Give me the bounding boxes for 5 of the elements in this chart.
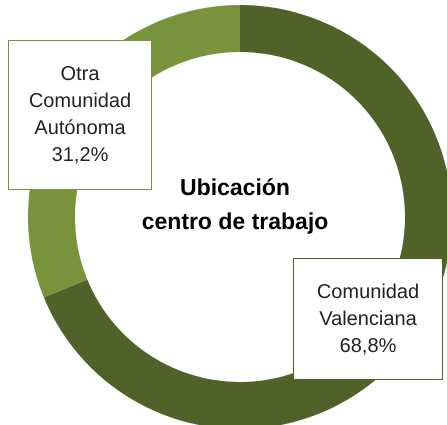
data-label: 68,8% [340, 334, 396, 358]
data-label: 31,2% [52, 143, 108, 168]
slice-label: Otra Comunidad Autónoma [28, 62, 132, 141]
text: Ubicación centro de trabajo [140, 173, 330, 236]
slice-label: Comunidad Valenciana [316, 280, 420, 332]
